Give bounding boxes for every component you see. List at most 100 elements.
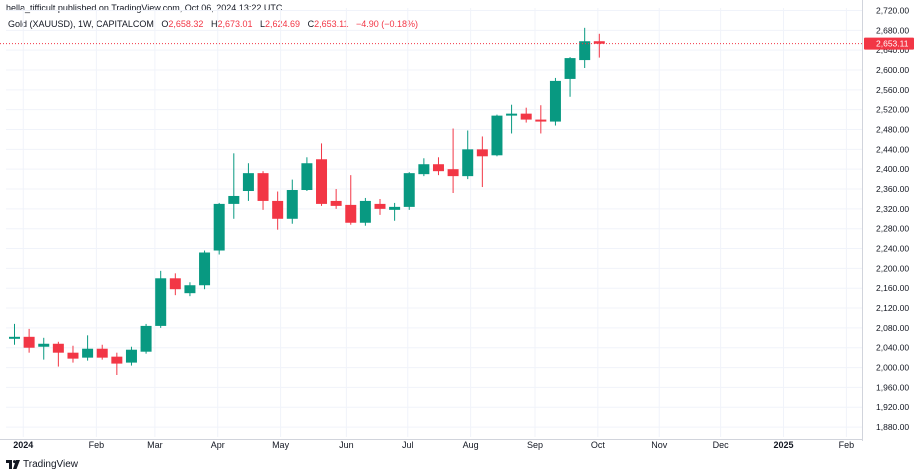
candle-body — [520, 113, 532, 120]
x-tick-label: Dec — [713, 440, 730, 450]
candle-body — [593, 41, 605, 44]
x-tick-label: Nov — [651, 440, 668, 450]
x-tick-label: 2025 — [773, 440, 793, 450]
bearish-candle — [476, 136, 488, 188]
current-price-tag — [864, 37, 914, 50]
x-tick-label: Mar — [147, 440, 163, 450]
candle-body — [389, 206, 401, 210]
y-tick-label: 1,880.00 — [876, 422, 909, 432]
candle-body — [286, 190, 298, 219]
bullish-candle — [359, 197, 371, 226]
candle-body — [96, 348, 108, 358]
bearish-candle — [257, 171, 269, 210]
y-tick-label: 1,920.00 — [876, 402, 909, 412]
bearish-candle — [111, 352, 123, 376]
close-value: 2,653.11 — [314, 19, 349, 29]
bullish-candle — [491, 114, 503, 157]
y-tick-label: 2,120.00 — [876, 303, 909, 313]
y-tick-label: 2,520.00 — [876, 105, 909, 115]
bearish-candle — [520, 107, 532, 123]
bullish-candle — [184, 282, 196, 297]
y-tick-label: 2,360.00 — [876, 184, 909, 194]
candle-body — [23, 336, 35, 348]
y-tick-label: 2,000.00 — [876, 363, 909, 373]
open-value: 2,658.32 — [168, 19, 204, 29]
candle-body — [476, 149, 488, 157]
y-tick-label: 2,680.00 — [876, 25, 909, 35]
candle-body — [432, 164, 444, 172]
bullish-candle — [418, 158, 430, 177]
bullish-candle — [462, 130, 474, 180]
x-tick-label: Feb — [839, 440, 855, 450]
y-tick-label: 2,240.00 — [876, 244, 909, 254]
bullish-candle — [82, 335, 94, 361]
bearish-candle — [593, 33, 605, 58]
candles — [9, 27, 605, 376]
candle-body — [301, 163, 313, 191]
bearish-candle — [447, 128, 459, 193]
candle-body — [272, 200, 284, 219]
y-tick-label: 2,400.00 — [876, 164, 909, 174]
x-tick-label: Feb — [89, 440, 105, 450]
current-price-marker: 2,653.11 — [0, 37, 914, 50]
candle-body — [213, 203, 225, 251]
bearish-candle — [169, 273, 181, 296]
candle-body — [125, 349, 137, 363]
close-label: C — [307, 19, 315, 29]
bearish-candle — [316, 143, 328, 206]
y-tick-label: 2,200.00 — [876, 263, 909, 273]
candle-body — [549, 80, 561, 122]
candle-body — [257, 173, 269, 201]
tradingview-brand: TradingView — [23, 458, 79, 470]
y-axis: 1,880.00 1,920.00 1,960.00 2,000.00 2,040.00… — [876, 5, 909, 432]
candle-body — [199, 252, 211, 286]
candle-body — [140, 325, 152, 352]
bullish-candle — [38, 337, 50, 360]
x-tick-label: Jul — [402, 440, 414, 450]
high-label: H — [210, 19, 218, 29]
x-tick-label: 2024 — [13, 440, 33, 450]
x-tick-label: Aug — [463, 440, 479, 450]
candle-body — [184, 285, 196, 294]
y-tick-label: 2,600.00 — [876, 65, 909, 75]
open-label: O — [161, 19, 169, 29]
bullish-candle — [140, 323, 152, 354]
candle-body — [579, 41, 591, 61]
candle-body — [242, 173, 254, 192]
candle-body — [228, 195, 240, 204]
x-tick-label: May — [272, 440, 290, 450]
tradingview-footer[interactable]: TradingView — [6, 458, 78, 470]
bullish-candle — [228, 153, 240, 219]
y-tick-label: 2,280.00 — [876, 224, 909, 234]
bearish-candle — [272, 191, 284, 230]
symbol-legend: Gold (XAUUSD), 1W, CAPITALCOM O2,658.32 … — [8, 19, 418, 29]
candle-body — [535, 119, 547, 122]
published-info: hella_tifficult published on TradingView… — [6, 3, 283, 13]
bullish-candle — [213, 202, 225, 255]
bearish-candle — [96, 344, 108, 360]
y-tick-label: 1,960.00 — [876, 382, 909, 392]
symbol-title: Gold (XAUUSD), 1W, CAPITALCOM — [8, 19, 154, 29]
candle-body — [155, 278, 167, 326]
bearish-candle — [67, 345, 79, 363]
low-value: 2,624.69 — [265, 19, 301, 29]
candle-body — [564, 58, 576, 79]
bullish-candle — [579, 27, 591, 69]
bullish-candle — [403, 172, 415, 210]
low-label: L — [260, 19, 266, 29]
bearish-candle — [330, 189, 342, 209]
y-tick-label: 2,480.00 — [876, 125, 909, 135]
x-tick-label: Jun — [339, 440, 354, 450]
bullish-candle — [199, 250, 211, 290]
change-value: −4.90 (−0.18%) — [355, 19, 419, 29]
candle-body — [418, 164, 430, 175]
bullish-candle — [242, 163, 254, 201]
current-price-label: 2,653.11 — [876, 39, 909, 49]
y-tick-label: 2,720.00 — [876, 5, 909, 15]
bullish-candle — [301, 157, 313, 192]
x-tick-label: Oct — [591, 440, 606, 450]
bullish-candle — [549, 77, 561, 126]
candle-body — [374, 203, 386, 209]
candle-body — [462, 149, 474, 177]
